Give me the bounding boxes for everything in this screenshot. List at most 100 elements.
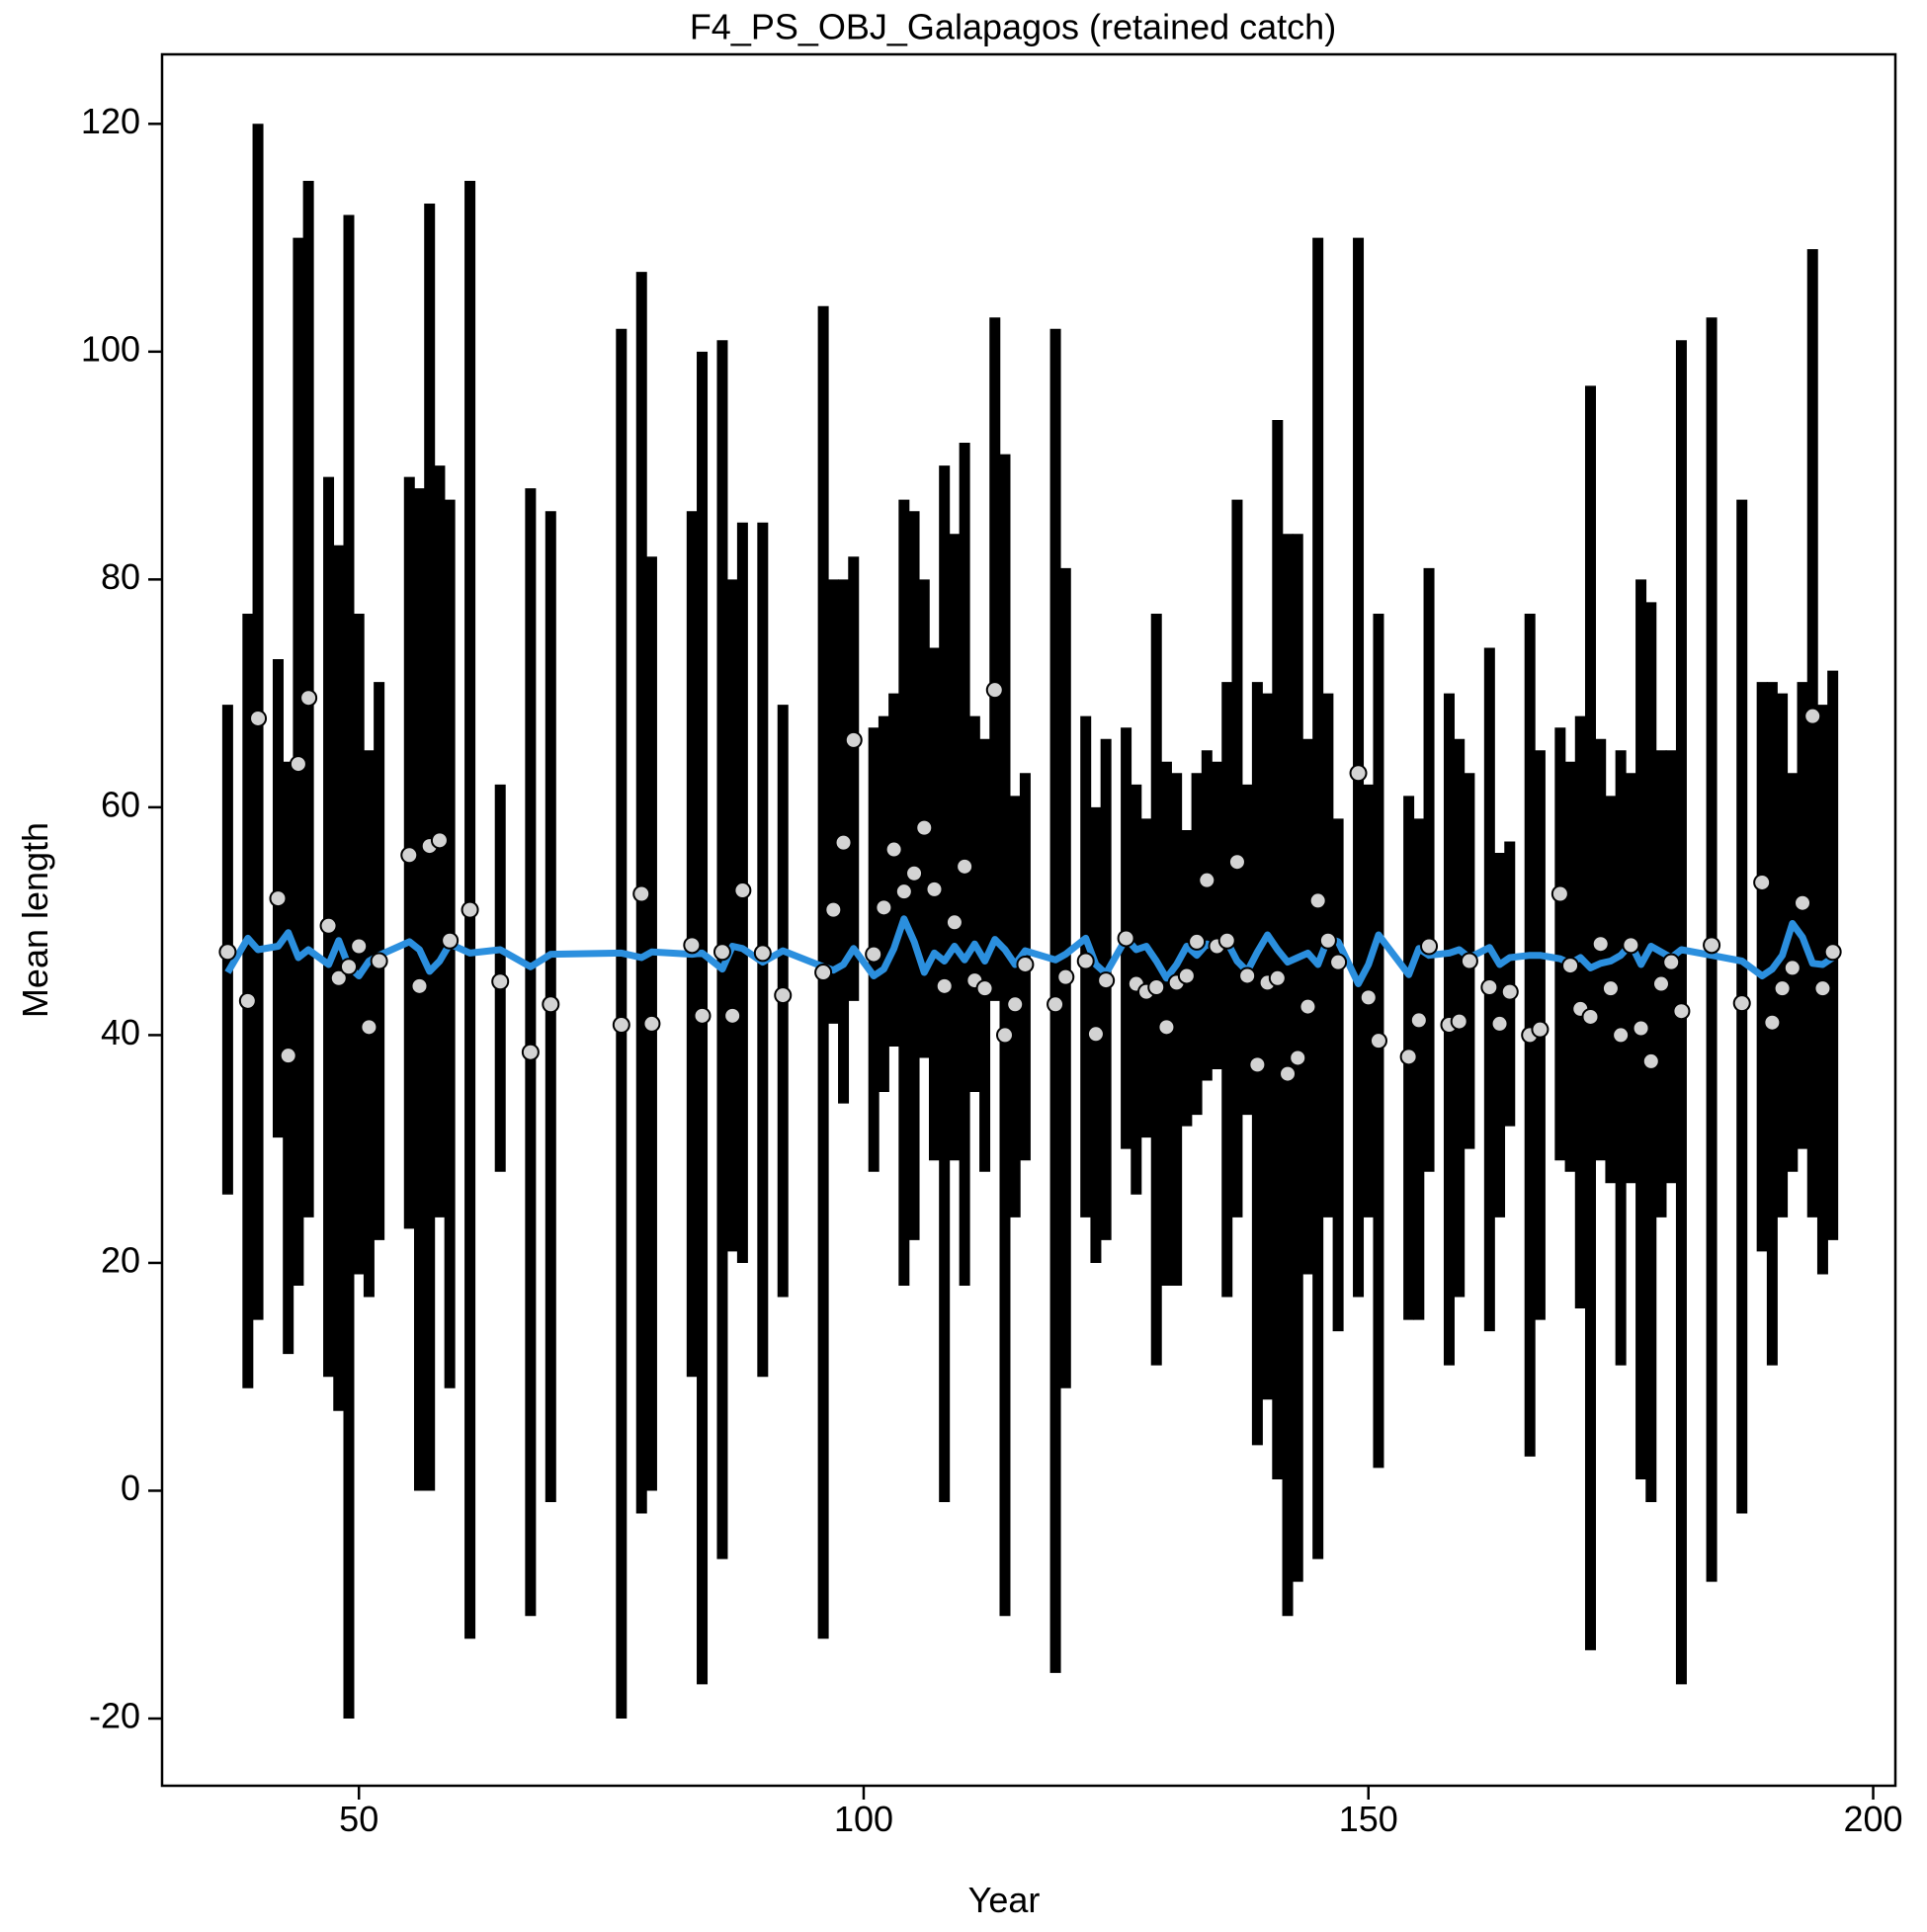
observed-point (1561, 957, 1580, 975)
observed-point (461, 900, 479, 919)
y-axis-label: Mean length (15, 822, 55, 1018)
observed-point (521, 1043, 540, 1061)
observed-point (1409, 1011, 1428, 1030)
observed-point (1299, 997, 1317, 1016)
observed-point (1783, 959, 1801, 977)
observed-point (542, 995, 560, 1014)
observed-point (1550, 884, 1569, 903)
observed-point (1460, 952, 1478, 970)
observed-point (1641, 1051, 1660, 1070)
observed-point (238, 991, 257, 1010)
chart-title: F4_PS_OBJ_Galapagos (retained catch) (690, 7, 1336, 47)
observed-point (1047, 995, 1065, 1014)
observed-point (1308, 891, 1327, 910)
observed-point (683, 936, 702, 955)
observed-point (1591, 935, 1610, 954)
observed-point (350, 937, 369, 956)
observed-point (1086, 1025, 1105, 1044)
observed-point (339, 958, 358, 976)
y-tick-label: 80 (101, 556, 140, 597)
observed-point (1450, 1012, 1468, 1031)
observed-point (1480, 978, 1499, 997)
observed-point (1238, 966, 1257, 985)
observed-point (1268, 968, 1287, 987)
observed-point (1420, 937, 1439, 956)
observed-point (1076, 952, 1095, 970)
observed-point (1177, 966, 1196, 985)
observed-point (1662, 953, 1681, 971)
observed-point (1612, 1026, 1631, 1045)
observed-point (299, 689, 318, 708)
observed-point (844, 730, 863, 749)
observed-point (249, 709, 268, 727)
observed-point (1732, 994, 1751, 1013)
observed-point (400, 846, 419, 865)
x-tick-label: 200 (1843, 1799, 1902, 1839)
y-tick-label: 20 (101, 1239, 140, 1280)
y-tick-label: 60 (101, 784, 140, 824)
observed-point (1329, 953, 1348, 971)
observed-point (491, 972, 510, 991)
observed-point (1188, 932, 1207, 951)
observed-point (865, 945, 883, 964)
observed-point (1753, 873, 1772, 891)
observed-point (875, 898, 893, 917)
observed-point (430, 831, 449, 850)
y-tick-label: 0 (121, 1468, 140, 1508)
observed-point (915, 818, 934, 837)
observed-point (410, 976, 429, 995)
observed-point (642, 1014, 661, 1033)
observed-point (956, 857, 974, 876)
observed-point (441, 931, 460, 950)
x-tick-label: 100 (834, 1799, 893, 1839)
observed-point (1823, 943, 1842, 962)
observed-point (894, 882, 913, 901)
observed-point (834, 833, 853, 852)
observed-point (712, 943, 731, 962)
observed-point (995, 1026, 1014, 1045)
observed-point (1803, 707, 1822, 725)
observed-point (1703, 936, 1721, 955)
plot-frame (160, 52, 1897, 1788)
observed-point (1399, 1048, 1418, 1066)
observed-point (884, 840, 903, 859)
observed-point (1581, 1007, 1600, 1026)
y-tick-label: -20 (89, 1696, 140, 1736)
observed-point (279, 1047, 297, 1065)
observed-point (1531, 1020, 1550, 1039)
observed-point (925, 880, 944, 898)
observed-point (824, 900, 843, 919)
observed-point (1279, 1064, 1298, 1083)
observed-point (1672, 1002, 1691, 1021)
observed-point (319, 916, 338, 935)
observed-point (1773, 979, 1792, 998)
observed-point (269, 889, 288, 908)
observed-point (329, 968, 348, 987)
observed-point (1652, 974, 1671, 993)
observed-point (1056, 967, 1075, 986)
observed-point (985, 681, 1004, 700)
observed-point (1794, 893, 1812, 912)
x-axis-label: Year (968, 1880, 1041, 1920)
observed-point (905, 864, 924, 882)
observed-point (753, 944, 772, 963)
observed-point (1632, 1019, 1650, 1038)
observed-point (1359, 988, 1378, 1007)
observed-point (632, 884, 651, 903)
observed-point (612, 1016, 630, 1035)
observed-point (218, 943, 237, 962)
observed-point (1117, 929, 1135, 948)
observed-point (1217, 931, 1236, 950)
observed-point (1622, 936, 1640, 955)
observed-point (1318, 931, 1337, 950)
observed-point (1490, 1014, 1509, 1033)
observed-point (693, 1006, 712, 1025)
observed-point (814, 964, 833, 982)
x-tick-label: 150 (1339, 1799, 1398, 1839)
y-tick-label: 40 (101, 1012, 140, 1052)
observed-point (1248, 1055, 1267, 1074)
x-tick-label: 50 (339, 1799, 378, 1839)
observed-point (1157, 1018, 1176, 1037)
observed-point (1016, 955, 1035, 973)
